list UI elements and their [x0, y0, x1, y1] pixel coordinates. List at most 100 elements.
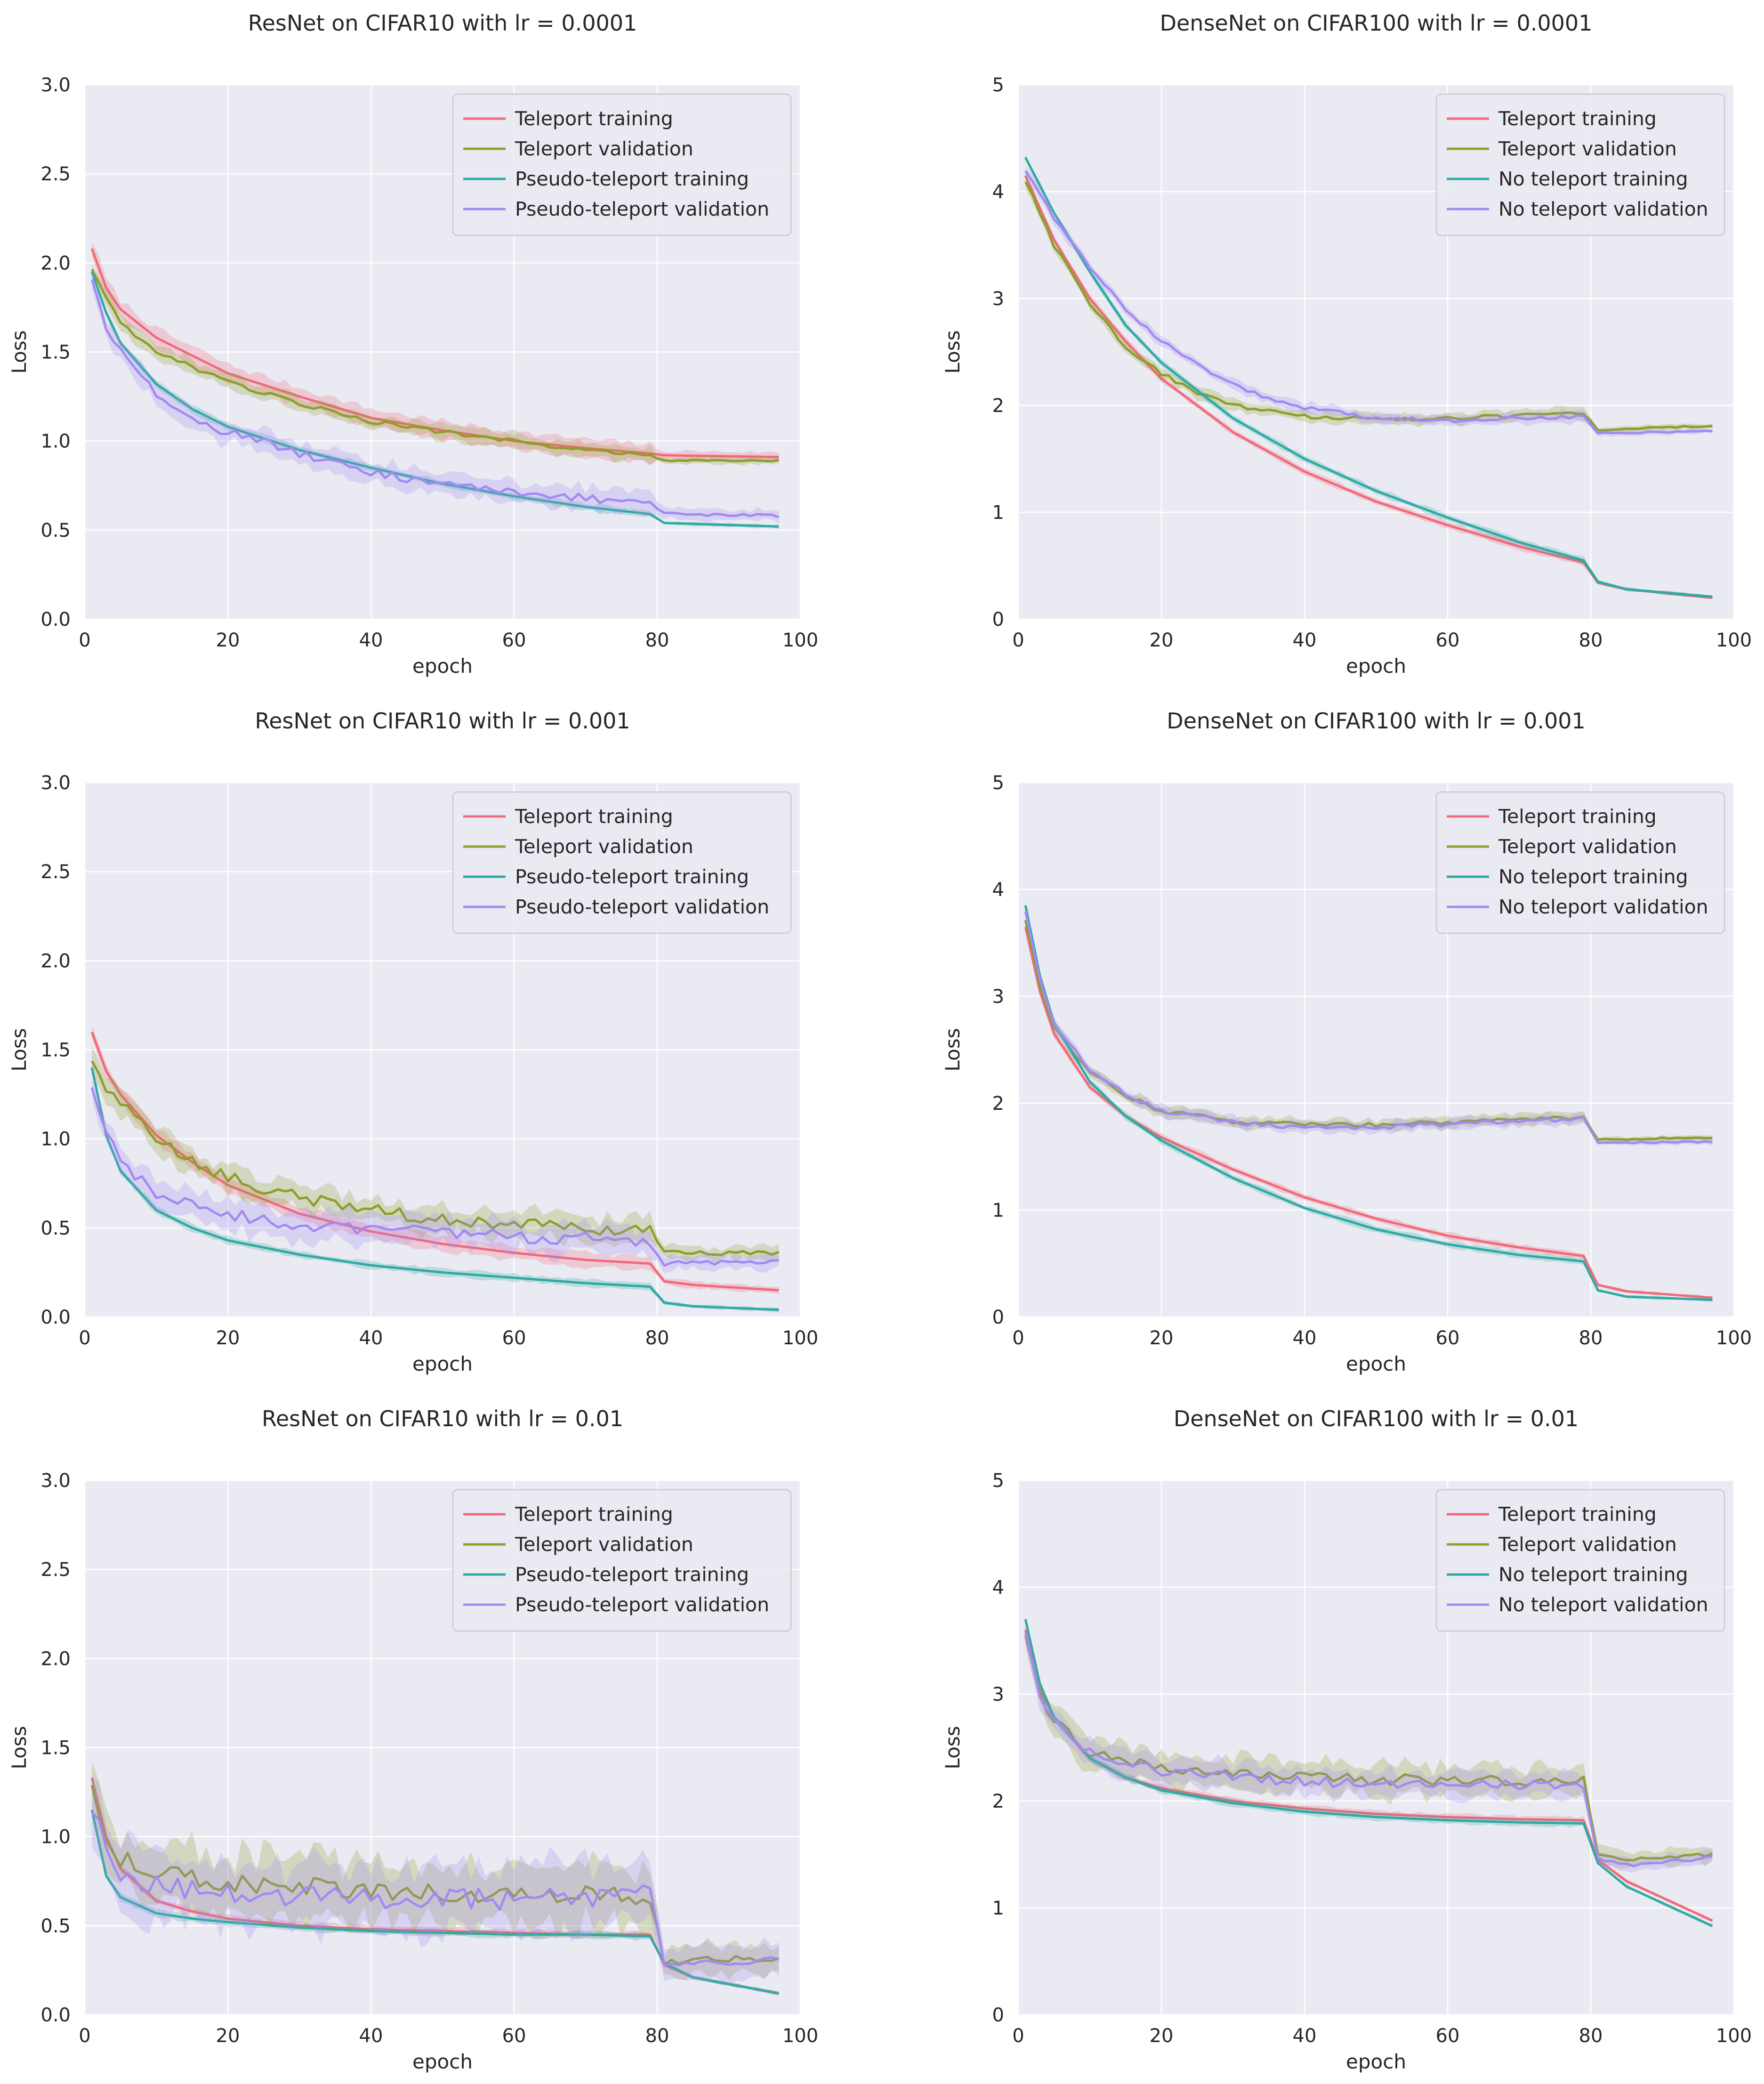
legend-label: Teleport training — [515, 1503, 673, 1526]
legend-label: Teleport training — [1498, 107, 1657, 130]
x-tick-label: 20 — [216, 1327, 240, 1349]
x-tick-label: 0 — [79, 630, 90, 651]
series-line-no-teleport-validation — [1024, 170, 1713, 435]
x-tick-label: 60 — [502, 630, 526, 651]
legend-label: Pseudo-teleport validation — [515, 1593, 769, 1616]
legend-label: No teleport validation — [1498, 896, 1708, 918]
y-tick-label: 1.5 — [40, 1040, 71, 1061]
x-tick-label: 20 — [1150, 2025, 1174, 2047]
legend-label: Pseudo-teleport training — [515, 1563, 749, 1586]
series-band-pseudo-teleport-validation — [92, 1078, 779, 1274]
legend-box — [1435, 93, 1725, 236]
x-axis-label: epoch — [1346, 654, 1406, 678]
x-tick-label: 20 — [1150, 1327, 1174, 1349]
subplot-5: 0 20 40 60 80 100 0.0 0.5 1.0 1.5 2.0 2.5 3.0 ResNet … — [8, 1406, 818, 2073]
legend-label: No teleport training — [1498, 1563, 1688, 1586]
y-tick-label: 2.0 — [40, 950, 71, 972]
y-tick-label: 0.5 — [40, 520, 71, 541]
y-axis-label: Loss — [941, 1726, 964, 1769]
y-tick-label: 3 — [992, 288, 1004, 310]
x-tick-label: 100 — [782, 630, 818, 651]
y-tick-label: 1 — [992, 1200, 1004, 1221]
y-tick-label: 1 — [992, 502, 1004, 524]
series-band-teleport-validation — [92, 1046, 779, 1262]
y-tick-label: 0.5 — [40, 1915, 71, 1937]
y-tick-label: 1.5 — [40, 1737, 71, 1759]
x-tick-label: 80 — [645, 2025, 669, 2047]
series-line-pseudo-teleport-validation — [90, 1087, 779, 1267]
x-tick-label: 20 — [1150, 630, 1174, 651]
series-line-no-teleport-training — [1024, 157, 1713, 598]
y-tick-label: 2.5 — [40, 861, 71, 883]
series-line-teleport-validation — [91, 1060, 780, 1256]
series-band-teleport-validation — [92, 264, 779, 466]
legend-label: Pseudo-teleport training — [515, 168, 749, 190]
y-tick-label: 2.0 — [40, 252, 71, 274]
y-tick-label: 4 — [992, 879, 1004, 901]
legend: Teleport training Teleport validation No t… — [1435, 93, 1725, 236]
y-tick-label: 0.0 — [40, 1307, 71, 1328]
legend-label: Pseudo-teleport validation — [515, 896, 769, 918]
legend-box — [452, 1489, 792, 1632]
legend-label: Teleport training — [515, 107, 673, 130]
subplot-3: 0 20 40 60 80 100 0.0 0.5 1.0 1.5 2.0 2.5 3.0 ResNet … — [8, 708, 818, 1375]
y-tick-label: 2.5 — [40, 163, 71, 185]
plot-area — [90, 1761, 780, 1996]
chart-title: ResNet on CIFAR10 with lr = 0.0001 — [248, 10, 637, 36]
series-band-teleport-training — [92, 1026, 779, 1294]
y-tick-label: 3 — [992, 986, 1004, 1008]
series-line-no-teleport-validation — [1024, 1632, 1713, 1867]
y-tick-label: 4 — [992, 1577, 1004, 1599]
y-tick-label: 2 — [992, 1791, 1004, 1812]
x-tick-label: 60 — [1436, 2025, 1460, 2047]
plot-area — [90, 242, 780, 529]
chart-title: DenseNet on CIFAR100 with lr = 0.0001 — [1160, 10, 1593, 36]
x-tick-label: 60 — [1436, 630, 1460, 651]
x-tick-label: 40 — [1293, 630, 1317, 651]
legend-box — [1435, 1489, 1725, 1632]
x-tick-label: 60 — [1436, 1327, 1460, 1349]
y-tick-label: 0.5 — [40, 1218, 71, 1239]
x-tick-label: 80 — [1579, 2025, 1603, 2047]
legend-label: Teleport validation — [1498, 835, 1677, 858]
x-tick-label: 0 — [79, 2025, 90, 2047]
y-axis-label: Loss — [941, 1028, 964, 1071]
chart-title: ResNet on CIFAR10 with lr = 0.001 — [255, 708, 630, 734]
x-tick-label: 40 — [359, 2025, 383, 2047]
legend-box — [452, 791, 792, 934]
y-tick-label: 1 — [992, 1898, 1004, 1919]
chart-title: DenseNet on CIFAR100 with lr = 0.001 — [1167, 708, 1586, 734]
legend-box — [1435, 791, 1725, 934]
chart-title: DenseNet on CIFAR100 with lr = 0.01 — [1174, 1406, 1579, 1431]
x-tick-label: 80 — [1579, 1327, 1603, 1349]
y-tick-label: 2.0 — [40, 1648, 71, 1670]
x-tick-label: 0 — [79, 1327, 90, 1349]
y-axis-label: Loss — [8, 1726, 31, 1769]
legend-box — [452, 93, 792, 236]
legend: Teleport training Teleport validation Pseu… — [452, 791, 792, 934]
y-tick-label: 1.0 — [40, 1826, 71, 1848]
y-axis-label: Loss — [941, 330, 964, 373]
series-line-teleport-validation — [1024, 920, 1713, 1141]
legend-label: Teleport validation — [1498, 1533, 1677, 1556]
legend-label: No teleport training — [1498, 865, 1688, 888]
legend-label: Teleport validation — [515, 137, 693, 160]
y-tick-label: 0 — [992, 1307, 1004, 1328]
y-tick-label: 1.0 — [40, 431, 71, 452]
y-tick-label: 3.0 — [40, 772, 71, 794]
series-line-no-teleport-validation — [1024, 911, 1713, 1145]
subplot-2: 0 20 40 60 80 100 0 1 2 3 4 5 DenseNet on CIFAR100 w… — [941, 10, 1752, 678]
legend-label: Teleport validation — [1498, 137, 1677, 160]
x-tick-label: 60 — [502, 2025, 526, 2047]
y-tick-label: 0.0 — [40, 2004, 71, 2026]
y-tick-label: 0.0 — [40, 609, 71, 630]
x-tick-label: 80 — [645, 1327, 669, 1349]
legend: Teleport training Teleport validation Pseu… — [452, 1489, 792, 1632]
y-tick-label: 5 — [992, 74, 1004, 96]
x-axis-label: epoch — [1346, 1352, 1406, 1375]
x-tick-label: 100 — [782, 1327, 818, 1349]
x-tick-label: 0 — [1012, 630, 1024, 651]
x-tick-label: 40 — [359, 1327, 383, 1349]
y-tick-label: 2 — [992, 1093, 1004, 1115]
